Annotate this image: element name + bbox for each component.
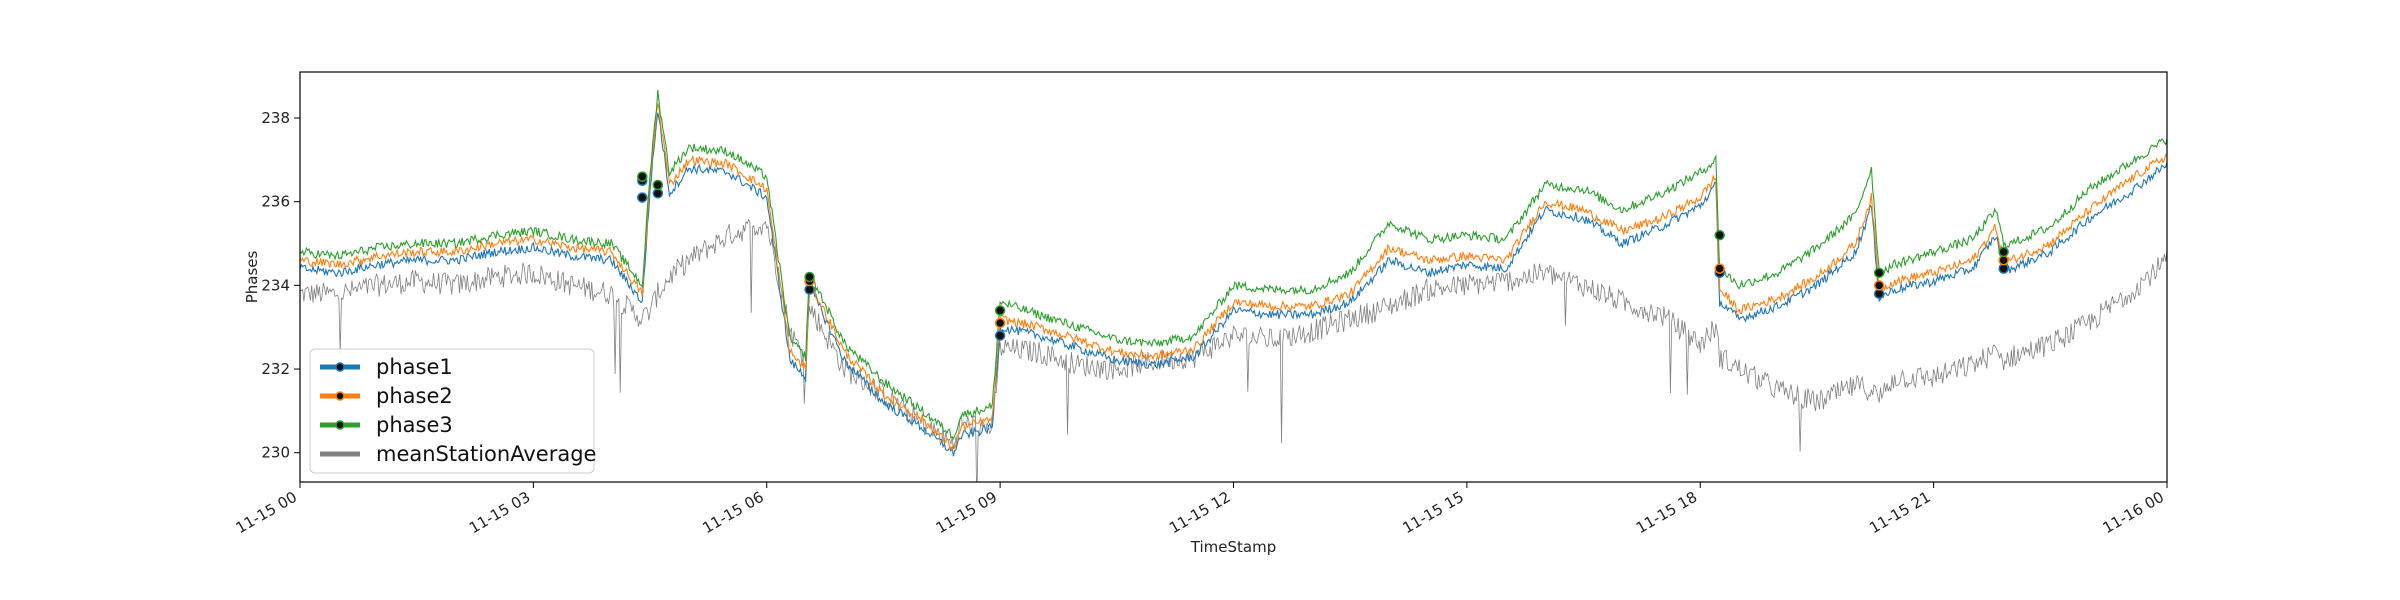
marker-phase3 bbox=[1998, 246, 2009, 258]
y-tick-label: 238 bbox=[261, 109, 290, 127]
legend-item-meanStationAverage: meanStationAverage bbox=[320, 442, 596, 466]
marker-phase1 bbox=[994, 330, 1006, 341]
legend-item-phase1: phase1 bbox=[320, 355, 453, 379]
y-tick-label: 234 bbox=[261, 276, 290, 294]
legend: phase1 phase2 phase3 meanStationAverage bbox=[309, 348, 596, 474]
y-tick-label: 236 bbox=[261, 193, 290, 211]
legend-marker bbox=[335, 362, 345, 372]
marker-phase3 bbox=[637, 171, 648, 182]
marker-phase3 bbox=[804, 271, 815, 283]
series-layer bbox=[300, 89, 2167, 482]
series-line-meanStationAverage bbox=[300, 218, 2167, 482]
x-tick-label: 11-15 00 bbox=[233, 488, 300, 537]
x-tick-label: 11-15 18 bbox=[1633, 488, 1700, 537]
marker-phase3 bbox=[994, 305, 1006, 316]
legend-item-phase3: phase3 bbox=[320, 413, 453, 437]
legend-label: phase3 bbox=[376, 413, 453, 437]
marker-phase2 bbox=[1714, 263, 1725, 274]
marker-phase2 bbox=[994, 317, 1006, 329]
x-tick-label: 11-15 12 bbox=[1166, 488, 1233, 537]
series-line-phase3 bbox=[300, 89, 2167, 441]
x-axis: 11-15 00 11-15 03 11-15 06 11-15 09 11-15 12… bbox=[233, 482, 2168, 537]
x-tick-label: 11-16 00 bbox=[2100, 488, 2167, 537]
legend-box bbox=[309, 348, 595, 474]
series-line-phase2 bbox=[300, 103, 2167, 452]
x-tick-label: 11-15 21 bbox=[1866, 488, 1933, 537]
marker-phase3 bbox=[1873, 267, 1885, 279]
x-tick-label: 11-15 06 bbox=[699, 488, 766, 537]
x-tick-label: 11-15 09 bbox=[933, 488, 1000, 537]
legend-marker bbox=[335, 420, 345, 430]
legend-item-phase2: phase2 bbox=[320, 384, 453, 408]
y-tick-label: 232 bbox=[261, 360, 290, 378]
legend-label: phase2 bbox=[376, 384, 453, 408]
marker-phase3 bbox=[1714, 229, 1725, 241]
marker-phase2 bbox=[1873, 280, 1885, 291]
legend-label: meanStationAverage bbox=[376, 442, 596, 466]
x-axis-title: TimeStamp bbox=[1190, 538, 1276, 556]
marker-layer bbox=[637, 171, 2009, 341]
y-axis: 230 232 234 236 238 bbox=[261, 109, 300, 462]
y-axis-title: Phases bbox=[243, 251, 261, 304]
series-line-phase1 bbox=[300, 112, 2167, 457]
marker-phase3 bbox=[652, 179, 664, 191]
y-tick-label: 230 bbox=[261, 444, 290, 462]
x-tick-label: 11-15 15 bbox=[1399, 488, 1466, 537]
marker-phase1 bbox=[637, 192, 648, 203]
legend-label: phase1 bbox=[376, 355, 453, 379]
legend-marker bbox=[335, 391, 345, 401]
x-tick-label: 11-15 03 bbox=[466, 488, 533, 537]
